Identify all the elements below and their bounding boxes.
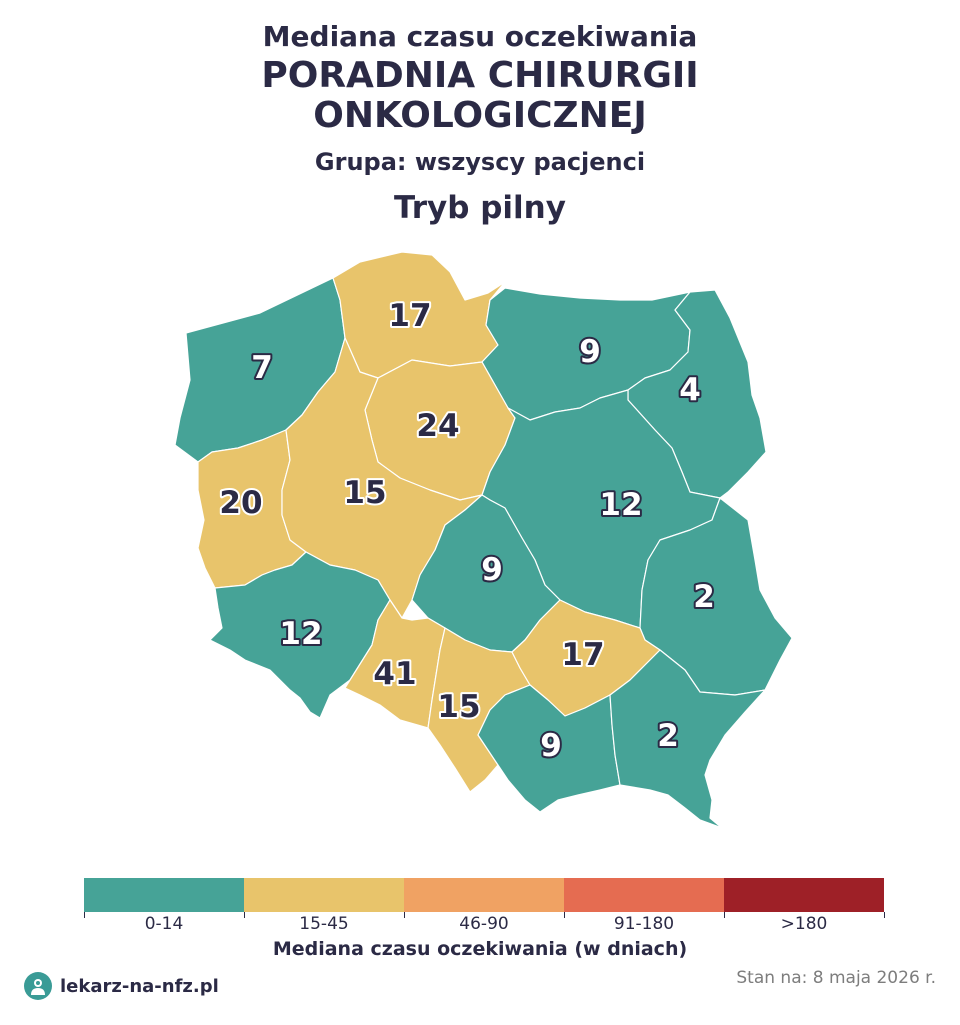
legend-bin-label: >180 [780, 914, 828, 934]
region-malopolskie [477, 684, 621, 813]
legend-bin-label: 0-14 [144, 914, 184, 934]
legend-bin-label: 46-90 [459, 914, 509, 934]
legend-bin-0: 0-14 [84, 878, 244, 934]
value-label-mazowieckie: 12 [599, 487, 642, 523]
legend-bin-2: 46-90 [404, 878, 564, 934]
legend-tick [564, 912, 565, 918]
legend-tick [244, 912, 245, 918]
legend-tick [884, 912, 885, 918]
value-label-lodzkie: 9 [481, 552, 503, 588]
value-label-pomorskie: 17 [388, 298, 431, 334]
main-title-line-b: ONKOLOGICZNEJ [313, 95, 647, 136]
main-title: PORADNIA CHIRURGII ONKOLOGICZNEJ [0, 56, 960, 136]
data-date: Stan na: 8 maja 2026 r. [736, 968, 936, 988]
value-label-podlaskie: 4 [679, 372, 701, 408]
legend-bin-1: 15-45 [244, 878, 404, 934]
value-label-swietokrzyskie: 17 [561, 637, 604, 673]
legend-tick [724, 912, 725, 918]
value-label-malopolskie: 9 [540, 728, 562, 764]
color-legend: 0-14 15-45 46-90 91-180 >180 [84, 878, 885, 934]
value-label-lubelskie: 2 [693, 579, 715, 615]
legend-bin-4: >180 [724, 878, 884, 934]
site-logo[interactable]: lekarz-na-nfz.pl [24, 972, 219, 1000]
value-label-opolskie: 41 [373, 656, 416, 692]
value-label-lubuskie: 20 [219, 485, 262, 521]
value-label-zachodniopomorskie: 7 [251, 350, 273, 386]
value-label-kujawsko-pomorskie: 24 [416, 408, 459, 444]
doctor-avatar-icon [24, 972, 52, 1000]
value-label-wielkopolskie: 15 [343, 475, 386, 511]
legend-tick [84, 912, 85, 918]
value-label-dolnoslaskie: 12 [279, 616, 322, 652]
legend-bin-label: 15-45 [299, 914, 349, 934]
value-label-warminsko-mazurskie: 9 [579, 334, 601, 370]
mode-subtitle: Tryb pilny [394, 190, 566, 226]
value-label-podkarpackie: 2 [657, 718, 679, 754]
region-podkarpackie [609, 649, 766, 829]
logo-text: lekarz-na-nfz.pl [60, 975, 219, 997]
legend-title: Mediana czasu oczekiwania (w dniach) [272, 938, 688, 960]
value-label-slaskie: 15 [437, 689, 480, 725]
legend-bin-label: 91-180 [613, 914, 675, 934]
legend-tick [404, 912, 405, 918]
legend-bin-3: 91-180 [564, 878, 724, 934]
main-title-line-a: PORADNIA CHIRURGII [261, 55, 699, 96]
group-subtitle: Grupa: wszyscy pacjenci [314, 148, 646, 176]
title-line-1: Mediana czasu oczekiwania [262, 20, 698, 53]
